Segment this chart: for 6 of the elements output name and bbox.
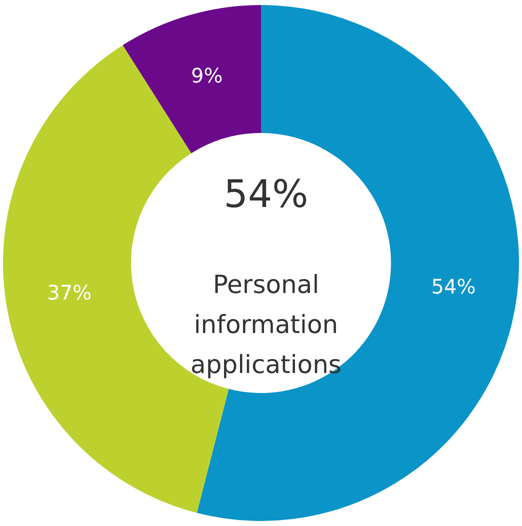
data-label: 54% xyxy=(431,274,476,298)
text: 54% xyxy=(224,172,308,216)
donut-slice xyxy=(122,5,261,154)
data-label: 9% xyxy=(191,64,223,88)
text: Personal information applications xyxy=(190,270,342,379)
data-label: 37% xyxy=(47,280,92,304)
